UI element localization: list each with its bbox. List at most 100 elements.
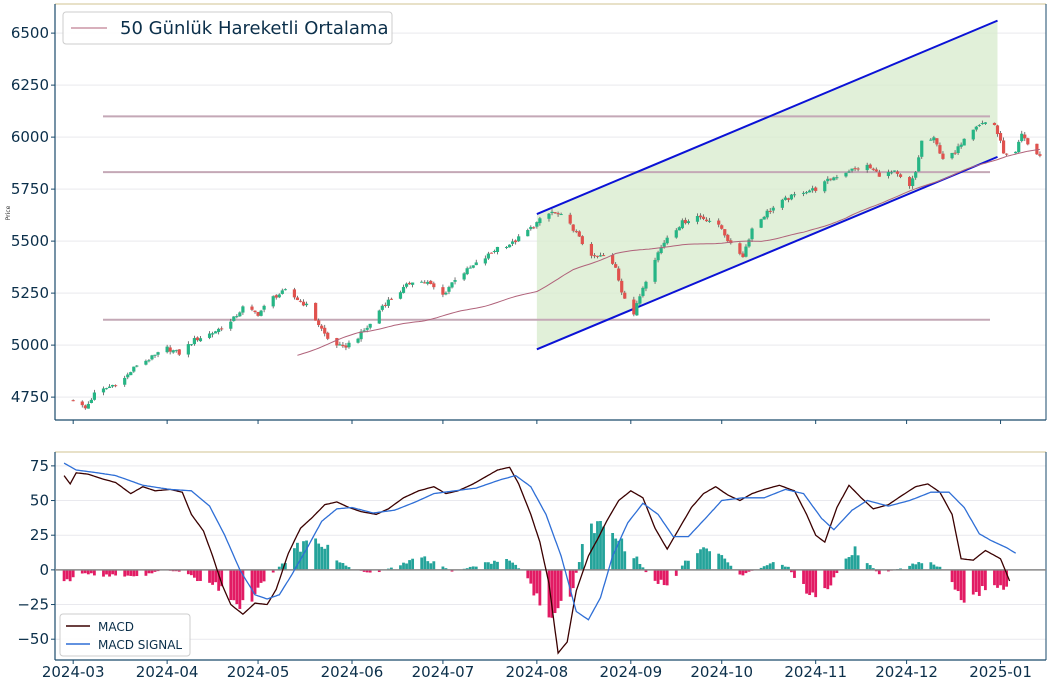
histogram-bar — [483, 562, 487, 570]
channel-lower-line — [536, 155, 998, 351]
candle-body — [823, 181, 827, 192]
candle — [177, 349, 181, 356]
candle — [383, 302, 387, 308]
candle — [301, 299, 306, 307]
candle — [580, 235, 584, 246]
candle — [165, 344, 169, 354]
candle-body — [677, 227, 681, 231]
candle-body — [214, 331, 218, 334]
candle-body — [704, 219, 709, 222]
xtick-label: 2024-05 — [227, 663, 290, 681]
histogram-bar — [277, 566, 281, 570]
candle — [347, 340, 351, 349]
candle-body — [298, 300, 303, 302]
candle — [132, 366, 136, 373]
candle — [908, 176, 912, 189]
candle-body — [220, 328, 224, 330]
histogram-bar — [529, 569, 533, 584]
histogram-bar — [517, 568, 521, 570]
histogram-bar — [132, 569, 136, 577]
candle-body — [1017, 141, 1021, 153]
candle — [914, 171, 918, 180]
histogram-bar — [580, 544, 584, 570]
candle-body — [489, 252, 494, 254]
candle — [974, 125, 978, 132]
candle — [553, 212, 557, 214]
histogram-bar — [914, 564, 918, 570]
candle — [156, 351, 160, 358]
candle-body — [383, 304, 387, 306]
candle — [535, 221, 539, 229]
candle — [359, 329, 363, 342]
candle-body — [911, 178, 915, 186]
candle — [895, 170, 900, 177]
candle-body — [771, 207, 775, 211]
candle-body — [486, 253, 490, 259]
candle — [238, 311, 242, 317]
candle — [962, 138, 966, 146]
candle-body — [1001, 140, 1006, 154]
candle-body — [426, 281, 430, 284]
histogram-bar — [465, 568, 469, 570]
candle — [853, 166, 857, 172]
candle-body — [868, 164, 872, 169]
candle — [517, 234, 521, 242]
candle — [195, 336, 200, 342]
candle-body — [744, 246, 748, 257]
candle — [998, 130, 1003, 144]
candle — [835, 174, 839, 180]
candle — [235, 314, 239, 319]
candle — [595, 255, 600, 259]
candle — [598, 252, 603, 257]
candle — [468, 265, 472, 269]
histogram-bar — [611, 533, 615, 570]
histogram-bar — [550, 569, 554, 618]
candle — [280, 288, 284, 295]
candle — [717, 218, 721, 228]
candle-body — [659, 247, 663, 254]
histogram-bar — [126, 569, 130, 576]
histogram-bar — [514, 564, 518, 570]
candle — [380, 304, 384, 312]
candle — [592, 253, 597, 259]
histogram-bar — [193, 569, 196, 578]
candle-body — [444, 292, 448, 295]
candle — [514, 239, 518, 245]
candle — [229, 318, 233, 331]
candle-body — [232, 316, 236, 321]
candle-body — [511, 241, 515, 244]
candle — [977, 124, 981, 127]
candle — [701, 214, 706, 221]
channel-upper-line — [536, 19, 998, 216]
histogram-bar — [620, 538, 624, 570]
candle — [932, 135, 936, 143]
candle-body — [956, 146, 960, 154]
candle-body — [938, 145, 942, 154]
histogram-bar — [683, 560, 687, 570]
candle-body — [601, 255, 606, 257]
candle-body — [271, 296, 275, 307]
candle-body — [407, 282, 412, 285]
candle-body — [644, 281, 648, 289]
candle-body — [995, 125, 1000, 135]
candle — [323, 324, 327, 337]
candle-body — [814, 187, 818, 191]
histogram-bar — [665, 569, 669, 586]
candle-body — [574, 231, 578, 233]
candle-body — [377, 310, 381, 324]
candle — [171, 349, 175, 354]
candle — [617, 266, 621, 282]
candle-body — [1020, 133, 1024, 142]
candle-body — [238, 312, 242, 317]
candle — [683, 217, 687, 225]
macd-ytick-label: 0 — [39, 561, 49, 579]
candle-body — [301, 301, 306, 306]
candle-body — [804, 192, 809, 194]
candle — [1001, 137, 1006, 154]
histogram-bar — [847, 557, 851, 570]
histogram-bar — [535, 569, 539, 594]
candle-body — [198, 338, 203, 342]
histogram-bar — [344, 565, 348, 570]
histogram-bar — [865, 563, 869, 570]
candle — [738, 242, 742, 256]
